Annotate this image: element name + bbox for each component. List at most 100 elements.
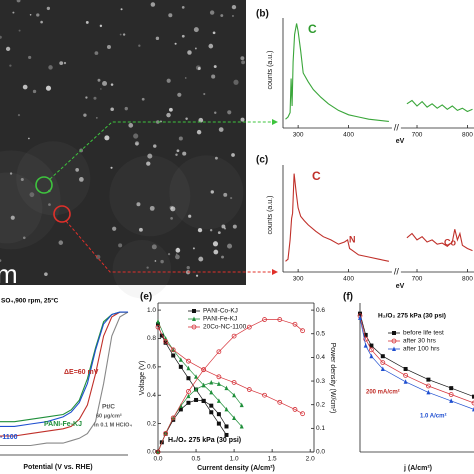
- marker: [155, 449, 161, 455]
- x-tick-label: 0.5: [192, 456, 201, 463]
- speck: [193, 27, 199, 33]
- marker: [449, 398, 454, 403]
- speck: [63, 61, 67, 65]
- marker: [201, 367, 207, 373]
- marker: [216, 349, 222, 355]
- marker: [403, 372, 409, 378]
- speck: [198, 256, 204, 262]
- speck: [97, 78, 101, 82]
- speck: [100, 88, 102, 90]
- connector: [49, 121, 272, 180]
- speck: [18, 29, 21, 32]
- marker: [209, 379, 214, 385]
- series-line: [157, 399, 227, 453]
- plots: // (b) eV counts (a.u.) 300 400 700 800 C // (c) eV…: [0, 9, 474, 472]
- haze: [169, 155, 244, 230]
- marker: [369, 353, 374, 359]
- marker: [392, 331, 396, 335]
- series-line: [0, 311, 129, 447]
- speck: [146, 266, 149, 269]
- speck: [58, 240, 64, 245]
- y-tick-label: 0.6: [147, 364, 156, 371]
- marker: [363, 332, 368, 337]
- panel-label: (f): [343, 292, 353, 303]
- marker: [369, 343, 374, 348]
- speck: [160, 259, 164, 264]
- speck: [166, 78, 171, 83]
- speck: [29, 192, 35, 198]
- speck: [12, 11, 15, 14]
- speck: [28, 55, 32, 60]
- marker: [262, 392, 267, 398]
- speck: [175, 153, 178, 156]
- speck: [149, 205, 155, 211]
- speck: [45, 85, 52, 91]
- marker: [178, 407, 183, 412]
- marker: [392, 346, 396, 351]
- series-line: [157, 319, 303, 453]
- series-line: [406, 99, 473, 113]
- speck: [9, 64, 12, 67]
- marker: [224, 406, 229, 412]
- marker: [191, 324, 197, 330]
- speck: [221, 255, 224, 259]
- x-tick-label: 800: [462, 276, 473, 283]
- speck: [5, 46, 11, 52]
- connector: [65, 220, 272, 273]
- annotation: PANI-Fe-KJ: [44, 421, 82, 428]
- y-tick-label: 0.0: [147, 449, 156, 456]
- y2-tick-label: 0.5: [316, 330, 325, 337]
- speck: [10, 215, 15, 220]
- speck: [122, 33, 126, 36]
- panel-label: (c): [256, 155, 268, 166]
- x-axis-label: eV: [396, 283, 405, 290]
- marker: [224, 424, 229, 429]
- legend-label: 20Co-NC-1100: [203, 324, 247, 331]
- panel: // (b) eV counts (a.u.) 300 400 700 800 C: [256, 9, 474, 145]
- speck: [194, 47, 197, 50]
- marker: [186, 358, 191, 364]
- annotation: Co: [444, 237, 456, 247]
- speck: [208, 43, 214, 49]
- marker: [216, 398, 221, 403]
- marker: [246, 387, 252, 392]
- marker: [403, 379, 408, 384]
- speck: [85, 96, 88, 99]
- y2-tick-label: 0.2: [316, 401, 325, 408]
- speck: [95, 116, 98, 119]
- annotation: H₂/O₂ 275 kPa (30 psi): [168, 437, 241, 444]
- speck: [188, 214, 192, 218]
- speck: [230, 196, 233, 200]
- green-marker: [35, 176, 53, 194]
- y2-tick-label: 0.4: [316, 354, 325, 361]
- marker: [209, 389, 214, 395]
- speck: [135, 142, 139, 146]
- speck: [118, 243, 123, 248]
- panel-label: (e): [140, 292, 152, 303]
- marker: [170, 347, 176, 353]
- speck: [182, 151, 187, 156]
- speck: [46, 6, 51, 11]
- series-line: [157, 321, 242, 427]
- scale-label: m: [0, 259, 18, 289]
- y-axis-label: counts (a.u.): [267, 196, 274, 235]
- marker: [178, 364, 183, 369]
- marker: [194, 386, 199, 392]
- marker: [232, 415, 237, 420]
- marker: [246, 324, 252, 330]
- marker: [363, 343, 368, 348]
- speck: [29, 13, 32, 16]
- marker: [425, 383, 431, 389]
- panel: (e) Current density (A/cm²) Voltage (V) Pow…: [139, 292, 336, 472]
- marker: [231, 380, 237, 385]
- marker: [178, 357, 183, 362]
- marker: [209, 403, 214, 408]
- speck: [211, 74, 216, 79]
- speck: [155, 36, 160, 41]
- series-line: [0, 311, 128, 427]
- marker: [159, 333, 164, 338]
- speck: [212, 241, 219, 247]
- speck: [83, 113, 87, 117]
- speck: [177, 92, 182, 97]
